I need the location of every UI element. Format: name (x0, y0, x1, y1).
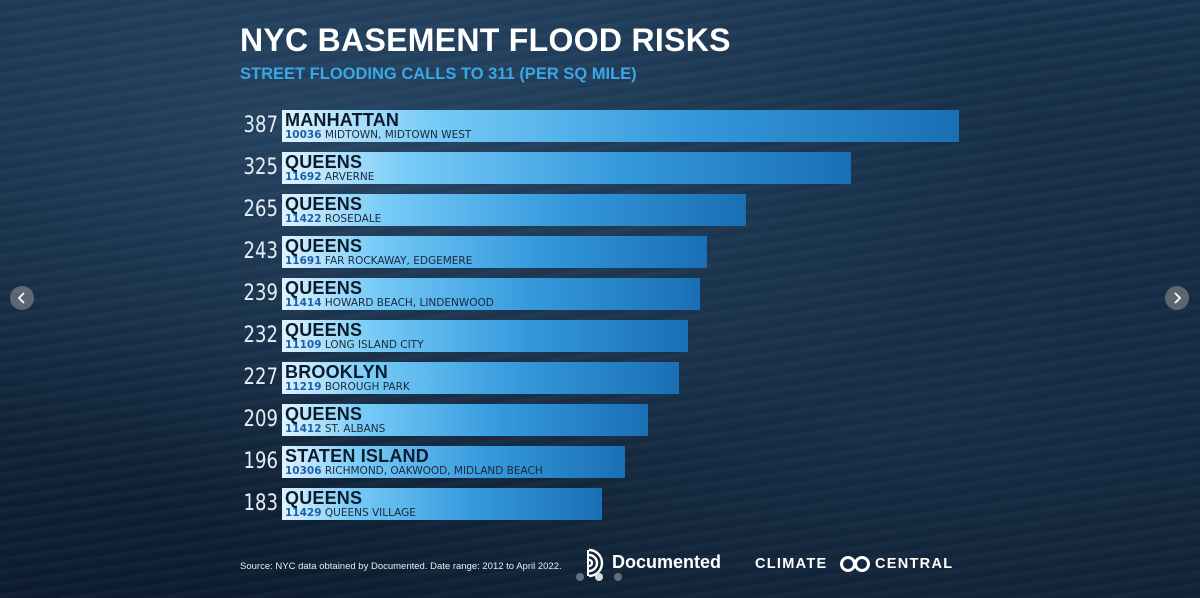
documented-logo: Documented (586, 548, 746, 578)
carousel-dot-2[interactable] (595, 573, 603, 581)
carousel-next-button[interactable] (1165, 286, 1189, 310)
zip-neighborhood-label: 11412 ST. ALBANS (285, 423, 385, 435)
borough-label: STATEN ISLAND (285, 446, 429, 466)
bar-row: 325 QUEENS 11692 ARVERNE (0, 152, 1000, 186)
bar-value-label: 183 (243, 491, 278, 516)
chevron-left-icon (17, 292, 25, 304)
neighborhood-name: MIDTOWN, MIDTOWN WEST (324, 129, 472, 141)
borough-label: BROOKLYN (285, 362, 388, 382)
bar (282, 194, 746, 226)
borough-label: QUEENS (285, 236, 363, 256)
borough-label: QUEENS (285, 278, 363, 298)
neighborhood-name: QUEENS VILLAGE (324, 507, 416, 519)
borough-label: QUEENS (285, 320, 363, 340)
bar-row: 232 QUEENS 11109 LONG ISLAND CITY (0, 320, 1000, 354)
chart-subtitle: STREET FLOODING CALLS TO 311 (PER SQ MIL… (240, 65, 637, 83)
zip-code: 10306 (285, 465, 322, 477)
bar-value-label: 239 (243, 281, 278, 306)
zip-code: 10036 (285, 129, 322, 141)
documented-wordmark: Documented (612, 552, 722, 572)
bar (282, 278, 700, 310)
borough-label: QUEENS (285, 488, 363, 508)
chevron-right-icon (1174, 292, 1182, 304)
neighborhood-name: FAR ROCKAWAY, EDGEMERE (324, 255, 473, 267)
bar (282, 488, 602, 520)
bar (282, 404, 648, 436)
borough-label: QUEENS (285, 194, 363, 214)
bar-value-label: 196 (243, 449, 278, 474)
bar (282, 320, 688, 352)
zip-code: 11692 (285, 171, 322, 183)
bar-row: 239 QUEENS 11414 HOWARD BEACH, LINDENWOOD (0, 278, 1000, 312)
bar-row: 227 BROOKLYN 11219 BOROUGH PARK (0, 362, 1000, 396)
borough-label: QUEENS (285, 152, 363, 172)
bar-row: 243 QUEENS 11691 FAR ROCKAWAY, EDGEMERE (0, 236, 1000, 270)
zip-code: 11691 (285, 255, 322, 267)
zip-neighborhood-label: 10036 MIDTOWN, MIDTOWN WEST (285, 129, 471, 141)
bar-row: 196 STATEN ISLAND 10306 RICHMOND, OAKWOOD,… (0, 446, 1000, 480)
source-note: Source: NYC data obtained by Documented.… (240, 561, 562, 572)
zip-code: 11422 (285, 213, 322, 225)
bar-row: 387 MANHATTAN 10036 MIDTOWN, MIDTOWN WEST (0, 110, 1000, 144)
neighborhood-name: ROSEDALE (324, 213, 382, 225)
bar-row: 209 QUEENS 11412 ST. ALBANS (0, 404, 1000, 438)
neighborhood-name: RICHMOND, OAKWOOD, MIDLAND BEACH (324, 465, 543, 477)
neighborhood-name: HOWARD BEACH, LINDENWOOD (324, 297, 494, 309)
bar (282, 362, 679, 394)
zip-neighborhood-label: 11414 HOWARD BEACH, LINDENWOOD (285, 297, 494, 309)
climate-central-mark-icon (840, 556, 870, 572)
zip-code: 11109 (285, 339, 322, 351)
zip-neighborhood-label: 11692 ARVERNE (285, 171, 374, 183)
bar (282, 446, 625, 478)
zip-neighborhood-label: 11691 FAR ROCKAWAY, EDGEMERE (285, 255, 472, 267)
bar-value-label: 227 (243, 365, 278, 390)
zip-neighborhood-label: 10306 RICHMOND, OAKWOOD, MIDLAND BEACH (285, 465, 543, 477)
bar-row: 183 QUEENS 11429 QUEENS VILLAGE (0, 488, 1000, 522)
borough-label: QUEENS (285, 404, 363, 424)
zip-code: 11414 (285, 297, 322, 309)
zip-code: 11412 (285, 423, 322, 435)
zip-neighborhood-label: 11109 LONG ISLAND CITY (285, 339, 424, 351)
central-wordmark: CENTRAL (875, 556, 954, 572)
bar-value-label: 387 (243, 113, 278, 138)
carousel-prev-button[interactable] (10, 286, 34, 310)
neighborhood-name: ARVERNE (324, 171, 375, 183)
bar-value-label: 265 (243, 197, 278, 222)
bar-value-label: 232 (243, 323, 278, 348)
neighborhood-name: LONG ISLAND CITY (324, 339, 424, 351)
carousel-dot-3[interactable] (614, 573, 622, 581)
carousel-dot-1[interactable] (576, 573, 584, 581)
bar-value-label: 243 (243, 239, 278, 264)
bar (282, 152, 851, 184)
documented-mark-icon (587, 548, 604, 578)
neighborhood-name: BOROUGH PARK (324, 381, 410, 393)
neighborhood-name: ST. ALBANS (324, 423, 386, 435)
zip-code: 11429 (285, 507, 322, 519)
bar (282, 236, 707, 268)
climate-wordmark: CLIMATE (755, 556, 828, 572)
bar-row: 265 QUEENS 11422 ROSEDALE (0, 194, 1000, 228)
borough-label: MANHATTAN (285, 110, 400, 130)
zip-neighborhood-label: 11429 QUEENS VILLAGE (285, 507, 416, 519)
zip-code: 11219 (285, 381, 322, 393)
bar-value-label: 325 (243, 155, 278, 180)
zip-neighborhood-label: 11219 BOROUGH PARK (285, 381, 410, 393)
bar (282, 110, 959, 142)
zip-neighborhood-label: 11422 ROSEDALE (285, 213, 381, 225)
bar-value-label: 209 (243, 407, 278, 432)
climate-central-logo: CLIMATE CENTRAL (755, 552, 965, 576)
carousel-dots (574, 573, 626, 583)
chart-title: NYC BASEMENT FLOOD RISKS (240, 22, 731, 58)
